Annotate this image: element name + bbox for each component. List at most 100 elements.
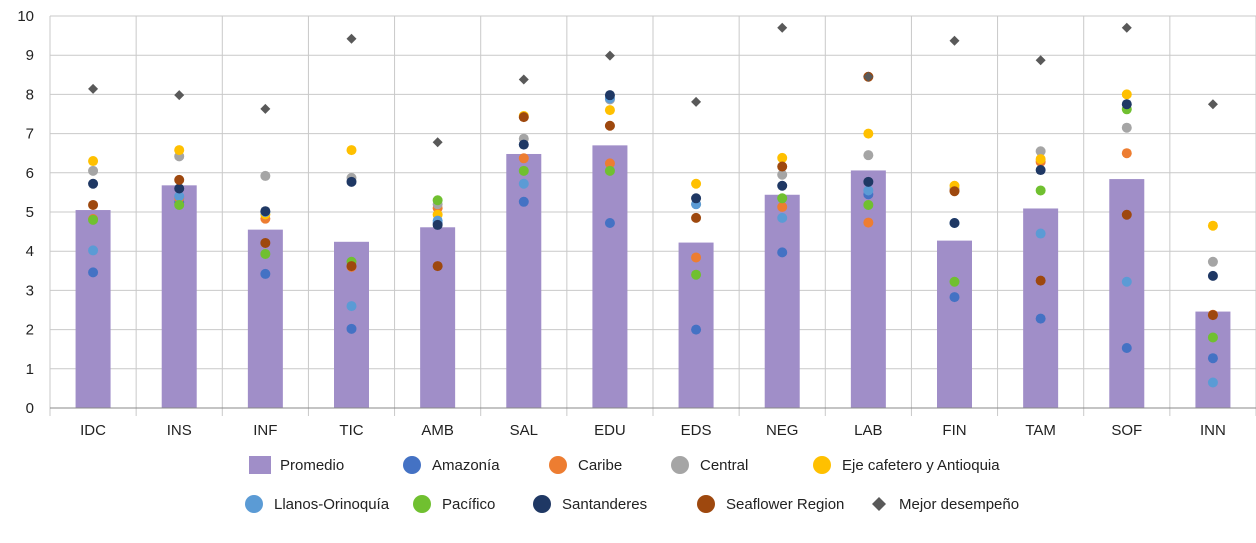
point-mejor-desempeño-edu — [604, 50, 615, 61]
point-central-idc — [88, 165, 99, 176]
y-tick-label-2: 2 — [26, 322, 34, 339]
y-tick-label-3: 3 — [26, 282, 34, 299]
x-tick-label-sal: SAL — [510, 422, 538, 439]
point-eje-cafetero-y-antioquia-idc — [88, 156, 99, 167]
legend-label-seaflower-region: Seaflower Region — [726, 496, 844, 513]
gridlines — [49, 15, 1256, 416]
point-amazonía-sal — [518, 196, 529, 207]
point-caribe-edu — [604, 158, 615, 169]
legend-swatch-pacífico — [413, 495, 431, 513]
point-santanderes-edu — [604, 90, 615, 101]
point-mejor-desempeño-ins — [174, 90, 185, 101]
point-amazonía-tam — [1035, 313, 1046, 324]
point-seaflower-region-inf — [260, 237, 271, 248]
legend-label-promedio: Promedio — [280, 457, 344, 474]
point-amazonía-edu — [604, 217, 615, 228]
point-central-sof — [1121, 122, 1132, 133]
legend-swatch-amazonía — [403, 456, 421, 474]
legend: Promedio Amazonía Caribe Central Eje cafeter… — [245, 456, 1019, 513]
point-santanderes-fin — [949, 217, 960, 228]
point-santanderes-inn — [1207, 270, 1218, 281]
point-mejor-desempeño-neg — [777, 22, 788, 33]
point-amazonía-fin — [949, 292, 960, 303]
legend-label-mejor-desempeño: Mejor desempeño — [899, 496, 1019, 513]
point-llanos-orinoquía-lab — [863, 185, 874, 196]
bar-inf — [247, 229, 283, 408]
bar-lab — [850, 170, 886, 408]
point-llanos-orinoquía-ins — [174, 191, 185, 202]
bar-idc — [75, 210, 111, 408]
point-pacífico-idc — [88, 214, 99, 225]
point-eje-cafetero-y-antioquia-inn — [1207, 220, 1218, 231]
point-central-tam — [1035, 146, 1046, 157]
point-mejor-desempeño-sal — [518, 74, 529, 85]
point-central-lab — [863, 150, 874, 161]
point-mejor-desempeño-inn — [1207, 99, 1218, 110]
legend-label-pacífico: Pacífico — [442, 496, 495, 513]
point-amazonía-tic — [346, 323, 357, 334]
point-santanderes-lab — [863, 176, 874, 187]
point-pacífico-neg — [777, 193, 788, 204]
bar-sal — [506, 153, 542, 408]
legend-label-central: Central — [700, 457, 748, 474]
point-pacífico-inf — [260, 248, 271, 259]
point-pacífico-eds — [691, 269, 702, 280]
point-mejor-desempeño-sof — [1121, 22, 1132, 33]
point-mejor-desempeño-fin — [949, 35, 960, 46]
point-mejor-desempeño-inf — [260, 103, 271, 114]
y-tick-label-9: 9 — [26, 47, 34, 64]
x-tick-label-edu: EDU — [594, 422, 626, 439]
point-amazonía-sof — [1121, 343, 1132, 354]
point-seaflower-region-fin — [949, 186, 960, 197]
legend-label-amazonía: Amazonía — [432, 457, 500, 474]
point-eje-cafetero-y-antioquia-eds — [691, 178, 702, 189]
y-tick-label-0: 0 — [26, 400, 34, 417]
point-pacífico-sal — [518, 165, 529, 176]
point-pacífico-inn — [1207, 332, 1218, 343]
point-llanos-orinoquía-neg — [777, 212, 788, 223]
legend-swatch-caribe — [549, 456, 567, 474]
legend-swatch-central — [671, 456, 689, 474]
point-santanderes-ins — [174, 183, 185, 194]
point-santanderes-inf — [260, 206, 271, 217]
point-llanos-orinoquía-idc — [88, 245, 99, 256]
x-tick-label-ins: INS — [167, 422, 192, 439]
point-caribe-eds — [691, 252, 702, 263]
point-pacífico-fin — [949, 276, 960, 287]
x-tick-label-neg: NEG — [766, 422, 799, 439]
point-eje-cafetero-y-antioquia-lab — [863, 128, 874, 139]
y-tick-label-6: 6 — [26, 165, 34, 182]
point-pacífico-amb — [432, 195, 443, 206]
point-seaflower-region-eds — [691, 212, 702, 223]
point-pacífico-lab — [863, 199, 874, 210]
point-seaflower-region-sof — [1121, 209, 1132, 220]
x-tick-label-inf: INF — [253, 422, 277, 439]
x-tick-label-inn: INN — [1200, 422, 1226, 439]
point-central-neg — [777, 169, 788, 180]
y-tick-label-4: 4 — [26, 243, 34, 260]
x-tick-label-lab: LAB — [854, 422, 882, 439]
point-llanos-orinoquía-sal — [518, 178, 529, 189]
point-seaflower-region-amb — [432, 261, 443, 272]
point-llanos-orinoquía-tam — [1035, 228, 1046, 239]
point-santanderes-tic — [346, 176, 357, 187]
point-pacífico-tam — [1035, 185, 1046, 196]
point-eje-cafetero-y-antioquia-tam — [1035, 154, 1046, 165]
point-seaflower-region-tic — [346, 261, 357, 272]
x-tick-label-sof: SOF — [1111, 422, 1142, 439]
point-mejor-desempeño-idc — [88, 83, 99, 94]
point-amazonía-idc — [88, 267, 99, 278]
bar-amb — [420, 227, 456, 408]
point-seaflower-region-idc — [88, 199, 99, 210]
x-tick-label-eds: EDS — [681, 422, 712, 439]
point-seaflower-region-sal — [518, 112, 529, 123]
y-tick-label-8: 8 — [26, 86, 34, 103]
legend-label-santanderes: Santanderes — [562, 496, 647, 513]
bar-fin — [937, 240, 972, 408]
point-eje-cafetero-y-antioquia-ins — [174, 145, 185, 156]
dot-series — [88, 22, 1218, 388]
x-tick-label-tic: TIC — [339, 422, 363, 439]
point-santanderes-tam — [1035, 165, 1046, 176]
point-seaflower-region-inn — [1207, 310, 1218, 321]
